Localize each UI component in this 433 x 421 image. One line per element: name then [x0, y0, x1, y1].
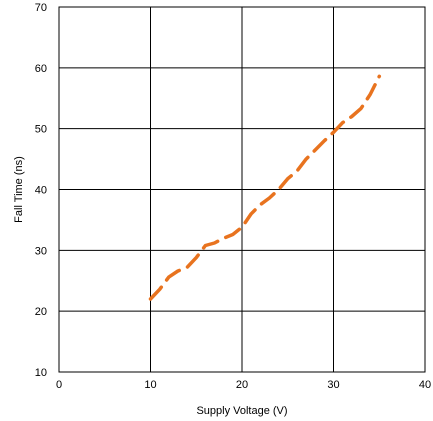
x-tick-label: 30: [327, 379, 339, 391]
series-line-1: [148, 74, 382, 301]
y-tick-label: 40: [35, 185, 47, 197]
y-tick-label: 10: [35, 367, 47, 379]
x-tick-labels: 0 10 20 30 40: [56, 379, 431, 391]
y-tick-label: 50: [35, 124, 47, 136]
grid: [58, 6, 426, 373]
x-tick-label: 0: [56, 379, 62, 391]
x-axis-label: Supply Voltage (V): [196, 405, 287, 417]
y-tick-label: 70: [35, 2, 47, 14]
plot-frame: [58, 6, 426, 373]
x-tick-label: 40: [419, 379, 431, 391]
x-tick-label: 10: [144, 379, 156, 391]
y-tick-labels: 10 20 30 40 50 60 70: [35, 2, 47, 379]
y-tick-label: 20: [35, 306, 47, 318]
y-tick-label: 60: [35, 63, 47, 75]
series-layer: [148, 74, 382, 301]
x-tick-label: 20: [236, 379, 248, 391]
y-tick-label: 30: [35, 245, 47, 257]
y-axis-label: Fall Time (ns): [13, 156, 25, 223]
